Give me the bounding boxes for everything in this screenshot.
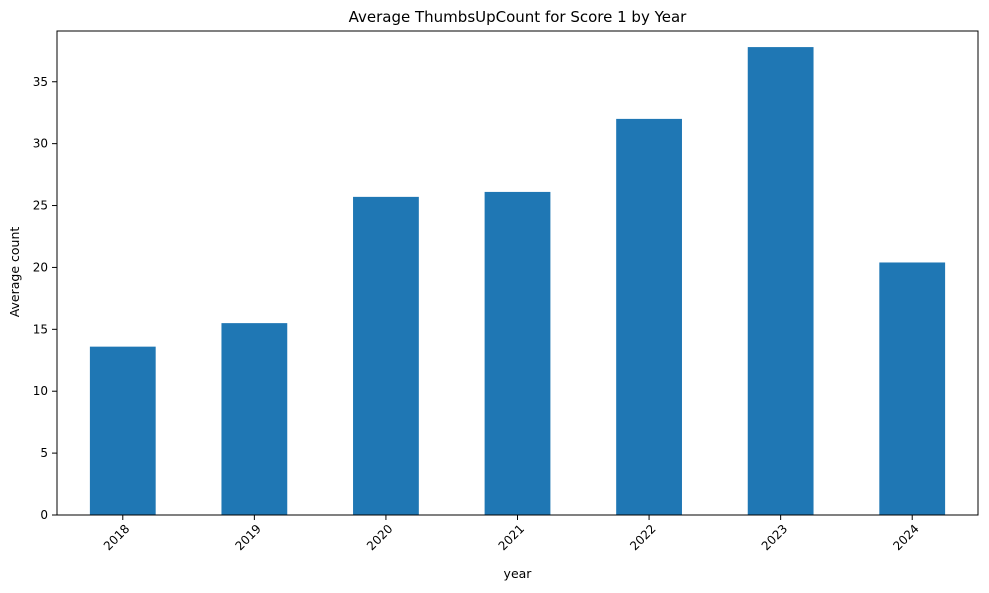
x-tick-label: 2018: [101, 522, 132, 553]
y-tick-label: 5: [40, 446, 48, 460]
plot-frame: [56, 30, 979, 516]
bar-2020: [353, 196, 419, 515]
bar-2023: [747, 47, 814, 516]
x-axis-label: year: [504, 566, 533, 581]
x-tick-label: 2020: [364, 522, 395, 553]
x-tick-label: 2024: [890, 522, 921, 553]
x-tick-label: 2019: [232, 522, 263, 553]
y-tick-label: 35: [33, 75, 48, 89]
y-tick-label: 10: [33, 384, 48, 398]
bars-group: [89, 47, 946, 516]
bar-2021: [484, 191, 551, 516]
y-tick-label: 25: [33, 199, 48, 213]
y-tick-label: 20: [33, 260, 48, 274]
y-tick-label: 30: [33, 137, 48, 151]
x-tick-label: 2021: [496, 522, 527, 553]
bar-2018: [89, 346, 156, 515]
y-tick-label: 0: [40, 508, 48, 522]
bar-2019: [221, 323, 288, 515]
bar-2024: [879, 262, 946, 515]
bar-2022: [616, 118, 682, 515]
x-tick-label: 2023: [759, 522, 790, 553]
y-axis-label: Average count: [7, 227, 22, 318]
y-axis: 0 5 10 15 20 25 30 35: [33, 75, 57, 522]
chart-title: Average ThumbsUpCount for Score 1 by Yea…: [349, 8, 688, 26]
x-axis: 2018 2019 2020 2021 2022 2023 2024: [101, 515, 922, 553]
x-tick-label: 2022: [627, 522, 658, 553]
y-tick-label: 15: [33, 322, 48, 336]
